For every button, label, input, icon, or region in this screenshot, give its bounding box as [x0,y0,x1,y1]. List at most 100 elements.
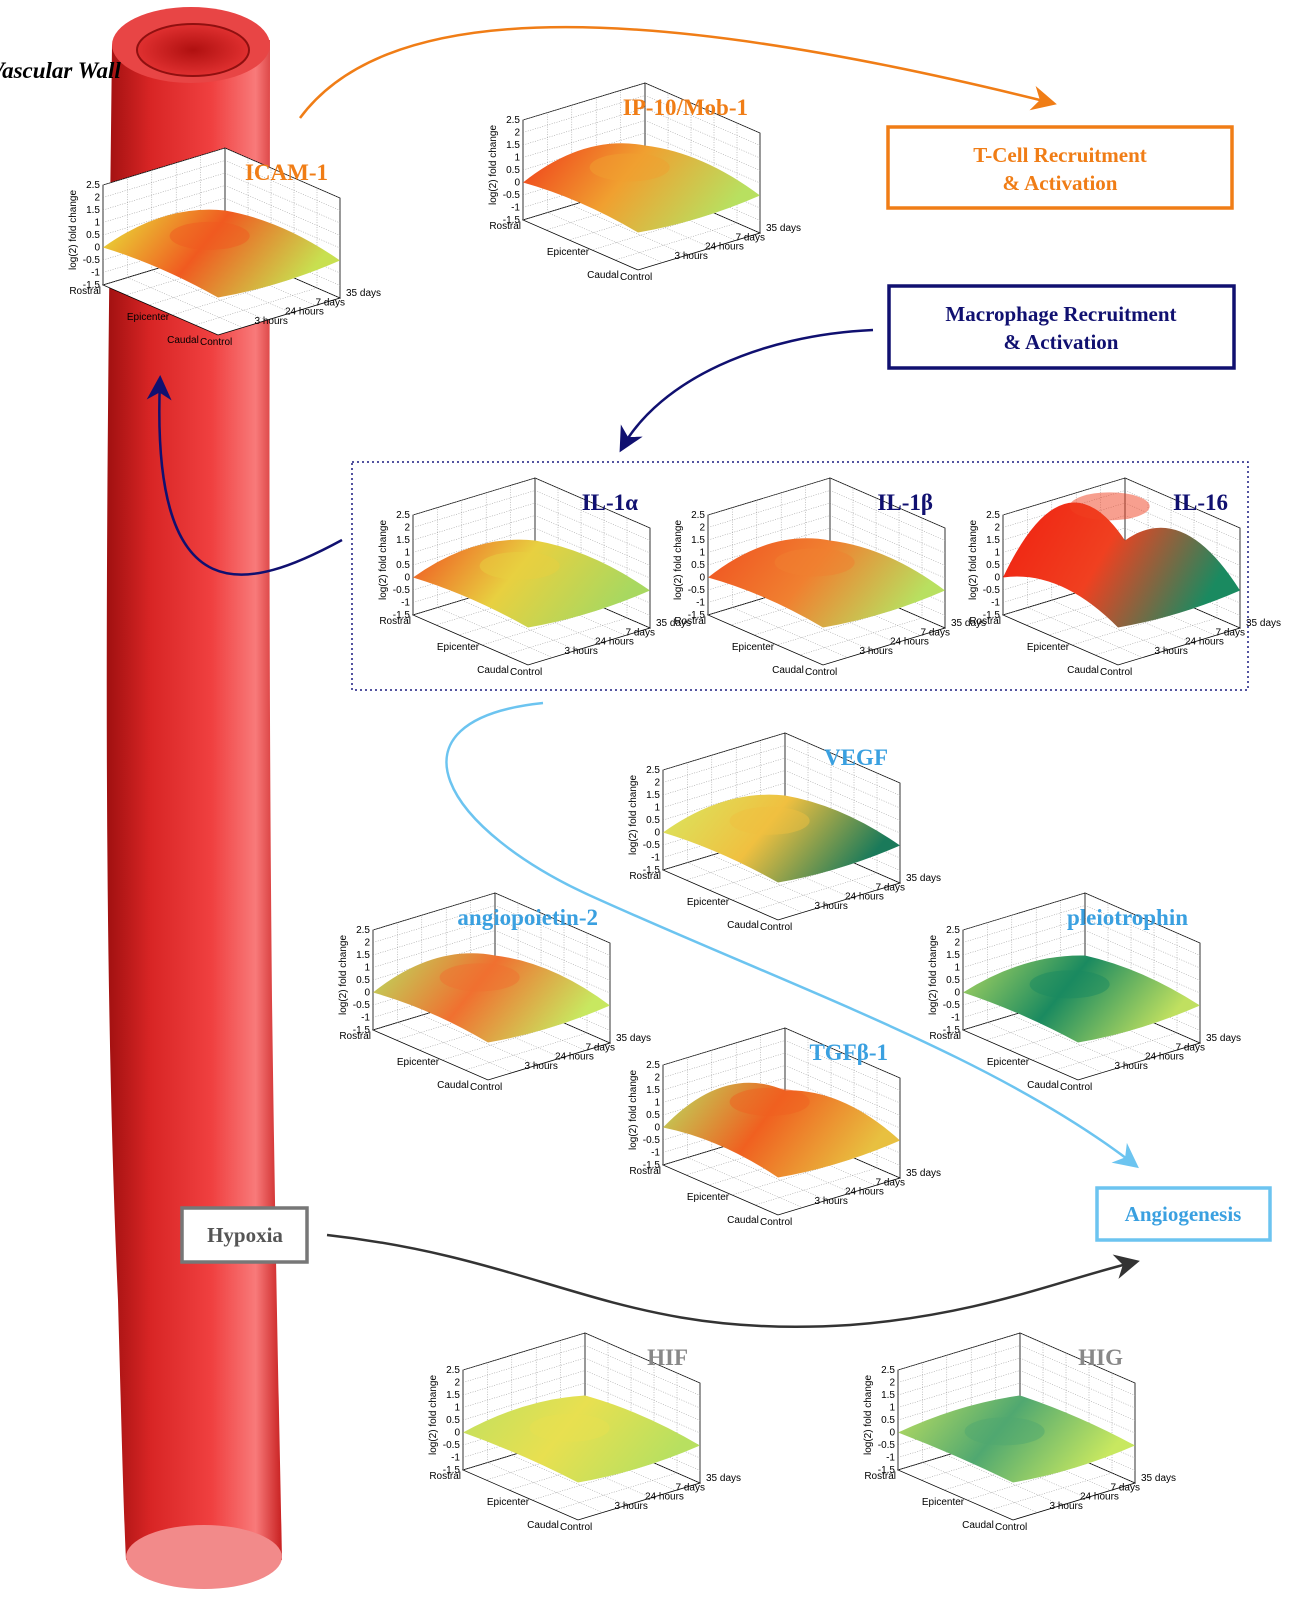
z-tick-label: 2 [364,938,370,949]
z-tick-label: 0 [454,1428,460,1439]
location-label: Caudal [962,1520,994,1531]
location-label: Rostral [629,1166,661,1177]
location-label: Rostral [969,616,1001,627]
z-tick-label: 1 [454,1403,460,1414]
z-tick-label: 1.5 [446,1390,460,1401]
location-label: Rostral [339,1031,371,1042]
z-tick-label: -0.5 [503,190,521,201]
z-tick-label: 0 [404,573,410,584]
location-label: Rostral [864,1471,896,1482]
time-label: 3 hours [1155,646,1188,657]
time-label: 7 days [1216,627,1245,638]
z-tick-label: 1 [654,803,660,814]
z-tick-label: 2.5 [946,925,960,936]
z-tick-label: 1.5 [881,1390,895,1401]
z-tick-label: 2.5 [691,510,705,521]
time-label: 7 days [1176,1042,1205,1053]
location-label: Caudal [527,1520,559,1531]
location-label: Epicenter [127,312,170,323]
surface-peak [775,548,855,576]
time-label: Control [805,667,837,678]
z-axis-label: log(2) fold change [428,1375,439,1455]
time-label: 35 days [706,1473,741,1484]
time-label: 3 hours [1115,1061,1148,1072]
z-tick-label: 2 [654,1073,660,1084]
location-label: Epicenter [547,247,590,258]
time-label: Control [200,337,232,348]
z-tick-label: 2.5 [881,1365,895,1376]
z-tick-label: 0 [654,1123,660,1134]
time-label: 35 days [906,1168,941,1179]
t-cell-box [888,127,1232,208]
z-tick-label: -1 [991,598,1000,609]
location-label: Rostral [429,1471,461,1482]
z-tick-label: 1.5 [506,140,520,151]
location-label: Epicenter [687,897,730,908]
z-tick-label: 2 [454,1378,460,1389]
location-label: Rostral [69,286,101,297]
z-tick-label: 2 [994,523,1000,534]
z-tick-label: 0.5 [356,975,370,986]
z-tick-label: 1 [654,1098,660,1109]
time-label: 3 hours [815,1196,848,1207]
location-label: Caudal [772,665,804,676]
z-tick-label: 0.5 [446,1415,460,1426]
z-tick-label: 1.5 [396,535,410,546]
z-tick-label: 0.5 [86,230,100,241]
z-tick-label: 0 [514,178,520,189]
time-label: Control [995,1522,1027,1533]
z-tick-label: -1 [401,598,410,609]
location-label: Epicenter [487,1497,530,1508]
location-label: Epicenter [1027,642,1070,653]
location-label: Epicenter [987,1057,1030,1068]
plot-title: pleiotrophin [1067,905,1188,930]
z-tick-label: 1 [994,548,1000,559]
location-label: Rostral [379,616,411,627]
time-label: Control [1060,1082,1092,1093]
surface-plot: 2.521.510.50-0.5-1-1.5log(2) fold change… [628,1028,941,1228]
z-tick-label: 1 [514,153,520,164]
z-tick-label: 2.5 [646,1060,660,1071]
location-label: Epicenter [922,1497,965,1508]
time-label: 3 hours [565,646,598,657]
z-axis-label: log(2) fold change [673,520,684,600]
z-tick-label: 1 [364,963,370,974]
time-label: 7 days [1111,1482,1140,1493]
z-tick-label: 1 [404,548,410,559]
z-axis-label: log(2) fold change [378,520,389,600]
z-tick-label: 0 [994,573,1000,584]
z-tick-label: 2 [954,938,960,949]
z-tick-label: -0.5 [688,585,706,596]
time-label: 3 hours [815,901,848,912]
z-tick-label: 2.5 [86,180,100,191]
z-tick-label: 0.5 [506,165,520,176]
z-axis-label: log(2) fold change [338,935,349,1015]
time-label: 3 hours [860,646,893,657]
z-tick-label: 0 [889,1428,895,1439]
vessel-end [126,1525,282,1589]
z-axis-label: log(2) fold change [928,935,939,1015]
time-label: Control [760,1217,792,1228]
time-label: 35 days [346,288,381,299]
arrow [327,1235,1135,1327]
surface-plot: 2.521.510.50-0.5-1-1.5log(2) fold change… [338,893,651,1093]
z-tick-label: 2 [94,193,100,204]
location-label: Caudal [437,1080,469,1091]
z-tick-label: 0 [954,988,960,999]
location-label: Caudal [727,920,759,931]
time-label: Control [470,1082,502,1093]
z-tick-label: 2.5 [396,510,410,521]
surface-peak [440,963,520,991]
z-tick-label: 2.5 [646,765,660,776]
z-tick-label: 0.5 [396,560,410,571]
figure: Vascular Wall T-Cell Recruitment& Activa… [0,0,1304,1601]
time-label: 7 days [626,627,655,638]
time-label: 7 days [316,297,345,308]
plot-title: IL-1β [877,490,933,515]
time-label: 3 hours [1050,1501,1083,1512]
time-label: 7 days [586,1042,615,1053]
z-tick-label: 0 [94,243,100,254]
time-label: 3 hours [615,1501,648,1512]
z-tick-label: 2 [404,523,410,534]
